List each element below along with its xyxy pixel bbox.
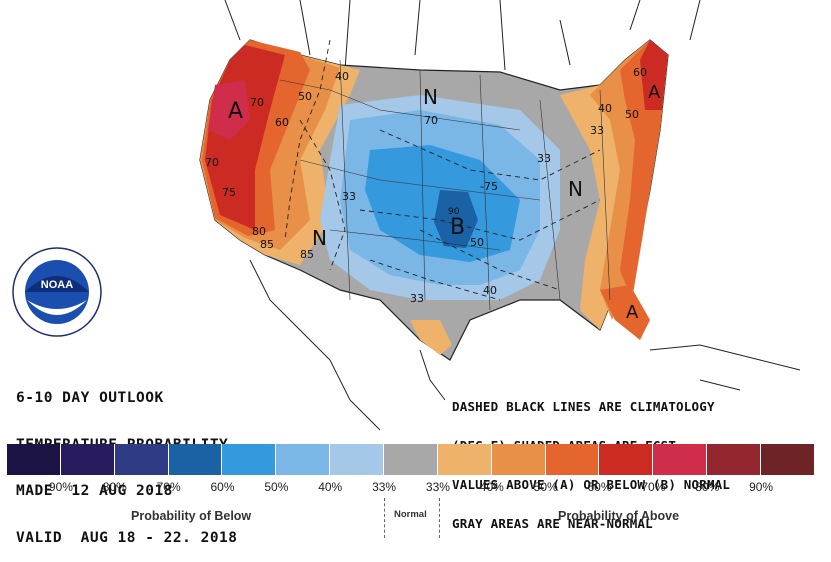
- label-N-east: N: [568, 177, 583, 201]
- label-33-w: 33: [342, 190, 356, 203]
- legend-swatch: [599, 444, 654, 475]
- legend-tick: 70%: [641, 480, 666, 494]
- label-75-center: -75: [480, 180, 498, 193]
- legend-swatch: [545, 444, 600, 475]
- caribbean: [649, 344, 801, 391]
- legend-tick: 33%: [372, 480, 397, 494]
- region-florida: [600, 285, 650, 340]
- region-below-60: [434, 190, 478, 248]
- canada-lines: [224, 0, 701, 71]
- legend-tick: 90%: [749, 480, 774, 494]
- label-33-south: 33: [410, 292, 424, 305]
- label-80: 80: [252, 225, 266, 238]
- legend-normal-caption: Normal: [394, 509, 427, 520]
- region-above-gulf: [410, 320, 452, 355]
- legend-swatch: [707, 444, 762, 475]
- label-33-mid: 33: [537, 152, 551, 165]
- label-N-north: N: [423, 85, 438, 109]
- noaa-logo: NOAA: [12, 247, 102, 337]
- label-A-fl: A: [626, 302, 639, 323]
- label-50-ne: 50: [625, 108, 639, 121]
- label-B: B: [450, 215, 465, 240]
- label-N-sw: N: [312, 226, 327, 250]
- legend-swatch: [761, 444, 815, 475]
- legend-swatch: [114, 444, 169, 475]
- legend-divider-right: [439, 498, 440, 538]
- label-40-ne: 40: [598, 102, 612, 115]
- notes-line-1: DASHED BLACK LINES ARE CLIMATOLOGY: [452, 399, 715, 414]
- legend-tick: 40%: [479, 480, 504, 494]
- legend-swatch: [491, 444, 546, 475]
- legend-swatch: [60, 444, 115, 475]
- label-90: 90: [448, 207, 460, 217]
- state-lines: [279, 59, 611, 311]
- legend-divider-left: [384, 498, 385, 538]
- legend-swatch: [222, 444, 277, 475]
- legend-swatch: [437, 444, 492, 475]
- legend-swatch: [276, 444, 331, 475]
- outlook-map: A 70 60 50 40 70 75 80 85 33 N 85 N 70 -…: [12, 0, 801, 431]
- svg-text:NOAA: NOAA: [41, 279, 73, 291]
- legend-below-caption: Probability of Below: [131, 509, 252, 523]
- legend-color-bar: [7, 444, 815, 475]
- legend-swatch: [384, 444, 438, 475]
- legend-tick: 90%: [48, 480, 73, 494]
- region-above-70-east: [640, 40, 668, 110]
- legend-swatch: [168, 444, 223, 475]
- legend-tick: 33%: [425, 480, 450, 494]
- legend-swatch: [7, 444, 61, 475]
- label-70-west: 70: [250, 96, 264, 109]
- legend-tick: 50%: [533, 480, 558, 494]
- label-85-sw: 85: [300, 248, 314, 261]
- legend-swatch: [330, 444, 385, 475]
- label-50-center: 50: [470, 236, 484, 249]
- label-40-south: 40: [483, 284, 497, 297]
- notes-line-4: GRAY AREAS ARE NEAR-NORMAL: [452, 516, 653, 531]
- legend-tick: 60%: [210, 480, 235, 494]
- label-60-ne: 60: [633, 66, 647, 79]
- title-line-1: 6-10 DAY OUTLOOK: [16, 390, 164, 406]
- legend-tick: 40%: [318, 480, 343, 494]
- label-A-west: A: [228, 99, 243, 124]
- label-75: 75: [222, 186, 236, 199]
- label-A-ne: A: [648, 82, 661, 103]
- legend-above-caption: Probability of Above: [558, 509, 680, 523]
- title-line-3: MADE 12 AUG 2018: [16, 483, 173, 499]
- label-60-west: 60: [275, 116, 289, 129]
- label-70-north: 70: [424, 114, 438, 127]
- label-33-ne: 33: [590, 124, 604, 137]
- label-40-west: 40: [335, 70, 349, 83]
- label-85-w: 85: [260, 238, 274, 251]
- notes-line-3: VALUES ABOVE (A) OR BELOW (B) NORMAL: [452, 477, 731, 492]
- legend-tick: 60%: [587, 480, 612, 494]
- title-line-4: VALID AUG 18 - 22. 2018: [16, 529, 238, 546]
- legend-tick: 80%: [102, 480, 127, 494]
- legend-tick: 70%: [156, 480, 181, 494]
- legend-swatch: [653, 444, 708, 475]
- region-above-80-west: [208, 80, 250, 140]
- mexico-border: [249, 259, 446, 431]
- legend-tick: 50%: [264, 480, 289, 494]
- legend-ticks: 90% 80% 70% 60% 50% 40% 33% 33% 40% 50% …: [7, 480, 815, 494]
- label-50-west: 50: [298, 90, 312, 103]
- label-70-coast: 70: [205, 156, 219, 169]
- legend-tick: 80%: [695, 480, 720, 494]
